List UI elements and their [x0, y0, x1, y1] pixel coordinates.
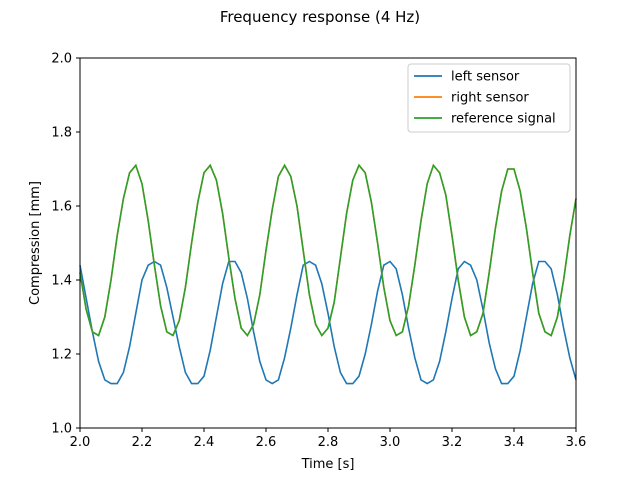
y-tick-label: 1.0: [51, 422, 72, 437]
y-axis-ticks: 1.0 1.2 1.4 1.6 1.8 2.0: [51, 52, 80, 437]
series-layer: [79, 163, 577, 385]
y-axis-label: Compression [mm]: [28, 181, 43, 305]
x-tick-label: 2.0: [70, 435, 91, 450]
x-tick-label: 2.6: [256, 435, 277, 450]
legend-label-reference-signal: reference signal: [451, 112, 556, 127]
x-axis-label: Time [s]: [301, 457, 355, 472]
x-tick-label: 2.4: [194, 435, 215, 450]
legend-box: [407, 63, 571, 133]
x-tick-label: 3.0: [380, 435, 401, 450]
x-tick-label: 3.2: [442, 435, 463, 450]
chart-title: Frequency response (4 Hz): [220, 8, 420, 26]
x-tick-label: 2.2: [132, 435, 153, 450]
y-tick-label: 1.6: [51, 200, 72, 215]
y-tick-label: 1.4: [51, 274, 72, 289]
legend: left sensor right sensor reference signal: [407, 63, 571, 133]
y-tick-label: 1.8: [51, 126, 72, 141]
x-tick-label: 2.8: [318, 435, 339, 450]
y-tick-label: 2.0: [51, 52, 72, 67]
x-tick-label: 3.6: [566, 435, 587, 450]
legend-label-left-sensor: left sensor: [451, 70, 520, 85]
y-tick-label: 1.2: [51, 348, 72, 363]
series-line-left-sensor: [79, 260, 577, 385]
legend-label-right-sensor: right sensor: [451, 91, 529, 106]
series-line-reference-signal: [79, 163, 577, 337]
x-tick-label: 3.4: [504, 435, 525, 450]
x-axis-ticks: 2.0 2.2 2.4 2.6 2.8 3.0 3.2 3.4 3.6: [70, 428, 587, 450]
